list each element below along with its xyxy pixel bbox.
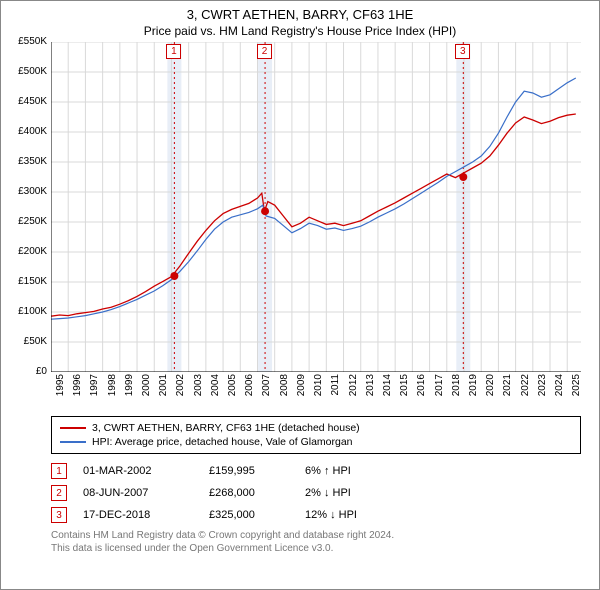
footer-attribution: Contains HM Land Registry data © Crown c… [51,530,581,555]
transaction-date: 08-JUN-2007 [83,487,193,499]
plot-svg [51,42,581,372]
x-tick-label: 2019 [468,374,479,396]
figure-container: 3, CWRT AETHEN, BARRY, CF63 1HE Price pa… [0,0,600,590]
legend: 3, CWRT AETHEN, BARRY, CF63 1HE (detache… [51,416,581,454]
x-tick-label: 2003 [193,374,204,396]
transaction-marker-box: 2 [257,44,272,59]
x-tick-label: 1995 [55,374,66,396]
x-tick-label: 2000 [141,374,152,396]
footer-line-1: Contains HM Land Registry data © Crown c… [51,530,581,543]
y-tick-label: £200K [18,246,47,257]
y-tick-label: £250K [18,216,47,227]
x-tick-label: 2006 [244,374,255,396]
footer-line-2: This data is licensed under the Open Gov… [51,543,581,556]
transaction-date: 01-MAR-2002 [83,465,193,477]
y-tick-label: £300K [18,186,47,197]
legend-entry: HPI: Average price, detached house, Vale… [60,435,572,449]
transaction-row: 2 08-JUN-2007 £268,000 2% ↓ HPI [51,482,581,504]
x-tick-label: 2009 [296,374,307,396]
x-tick-label: 2001 [158,374,169,396]
x-tick-label: 2023 [537,374,548,396]
x-tick-label: 2014 [382,374,393,396]
x-tick-label: 2010 [313,374,324,396]
x-tick-label: 1999 [124,374,135,396]
x-tick-label: 2012 [348,374,359,396]
y-tick-label: £450K [18,96,47,107]
x-tick-label: 2007 [261,374,272,396]
x-tick-label: 2017 [434,374,445,396]
transaction-hpi-diff: 12% ↓ HPI [305,509,395,521]
x-tick-label: 2013 [365,374,376,396]
chart-title: 3, CWRT AETHEN, BARRY, CF63 1HE [1,1,599,22]
transaction-hpi-diff: 2% ↓ HPI [305,487,395,499]
x-tick-label: 2025 [571,374,582,396]
x-tick-label: 2022 [520,374,531,396]
chart-subtitle: Price paid vs. HM Land Registry's House … [1,22,599,42]
legend-swatch [60,441,86,443]
x-tick-label: 2018 [451,374,462,396]
y-tick-label: £500K [18,66,47,77]
y-tick-label: £50K [24,336,47,347]
transaction-marker-box: 3 [455,44,470,59]
x-tick-label: 2004 [210,374,221,396]
y-tick-label: £150K [18,276,47,287]
transaction-price: £159,995 [209,465,289,477]
transaction-price: £325,000 [209,509,289,521]
x-tick-label: 2021 [502,374,513,396]
transactions-table: 1 01-MAR-2002 £159,995 6% ↑ HPI 2 08-JUN-2007… [51,460,581,526]
y-tick-label: £400K [18,126,47,137]
transaction-hpi-diff: 6% ↑ HPI [305,465,395,477]
x-tick-label: 1997 [89,374,100,396]
y-tick-label: £350K [18,156,47,167]
legend-label: HPI: Average price, detached house, Vale… [92,436,353,448]
legend-label: 3, CWRT AETHEN, BARRY, CF63 1HE (detache… [92,422,360,434]
x-tick-label: 2011 [330,374,341,396]
x-axis-labels: 1995 1996 1997 1998 1999 2000 2001 2002 2003 2004… [51,372,581,412]
x-tick-label: 2016 [416,374,427,396]
x-tick-label: 2008 [279,374,290,396]
x-tick-label: 1998 [107,374,118,396]
x-tick-label: 2002 [175,374,186,396]
x-tick-label: 2015 [399,374,410,396]
transaction-marker-box: 1 [166,44,181,59]
y-tick-label: £100K [18,306,47,317]
transaction-row: 3 17-DEC-2018 £325,000 12% ↓ HPI [51,504,581,526]
transaction-number-marker: 2 [51,485,67,501]
x-tick-label: 2020 [485,374,496,396]
transaction-number-marker: 1 [51,463,67,479]
x-tick-label: 1996 [72,374,83,396]
legend-swatch [60,427,86,429]
x-tick-label: 2005 [227,374,238,396]
transaction-price: £268,000 [209,487,289,499]
transaction-row: 1 01-MAR-2002 £159,995 6% ↑ HPI [51,460,581,482]
transaction-date: 17-DEC-2018 [83,509,193,521]
y-tick-label: £0 [36,366,47,377]
legend-entry: 3, CWRT AETHEN, BARRY, CF63 1HE (detache… [60,421,572,435]
y-tick-label: £550K [18,36,47,47]
x-tick-label: 2024 [554,374,565,396]
transaction-number-marker: 3 [51,507,67,523]
chart-area: £0£50K£100K£150K£200K£250K£300K£350K£400… [51,42,581,372]
